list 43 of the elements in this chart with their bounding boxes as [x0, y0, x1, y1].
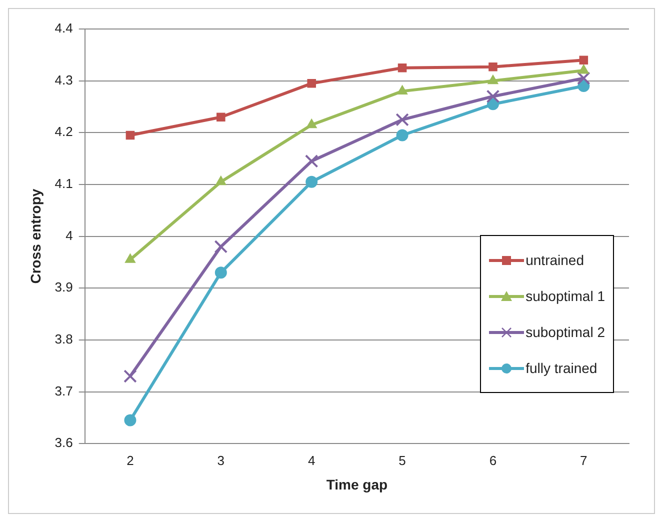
point: [397, 85, 408, 94]
point: [488, 74, 498, 84]
legend-label: untrained: [526, 252, 584, 268]
point: [126, 130, 135, 140]
x-tick-label: 3: [217, 452, 225, 468]
x-tick-label: 7: [580, 452, 588, 468]
point: [214, 266, 227, 279]
point: [577, 72, 590, 85]
point: [216, 176, 226, 186]
y-axis-title: Cross entropy: [27, 188, 44, 284]
x-tick-label: 2: [126, 452, 134, 468]
y-tick-label: 4.3: [54, 72, 73, 88]
point: [124, 370, 137, 383]
point: [216, 112, 226, 122]
point: [486, 90, 500, 104]
y-tick-label: 4.4: [54, 20, 73, 36]
legend-label: suboptimal 2: [526, 324, 605, 340]
point: [396, 129, 408, 142]
y-tick-label: 4: [66, 228, 73, 243]
y-tick-label: 3.7: [54, 383, 73, 398]
x-axis-title: Time gap: [326, 476, 388, 492]
point: [304, 154, 318, 168]
point: [398, 63, 407, 72]
point: [578, 64, 589, 74]
point: [214, 240, 228, 254]
x-tick-label: 6: [489, 452, 497, 468]
x-tick-label: 4: [308, 452, 316, 468]
point: [306, 176, 318, 188]
point: [307, 79, 316, 88]
legend-label: fully trained: [526, 360, 598, 376]
x-tick-label: 5: [398, 452, 406, 468]
point: [396, 113, 409, 126]
point: [488, 62, 498, 72]
point: [306, 118, 317, 128]
point: [124, 414, 136, 426]
point: [579, 56, 588, 64]
y-tick-label: 3.6: [54, 435, 73, 450]
y-tick-label: 3.8: [54, 332, 73, 347]
y-tick-label: 3.9: [54, 280, 73, 295]
point: [124, 254, 136, 263]
y-tick-label: 4.2: [54, 124, 73, 140]
legend-label: suboptimal 1: [526, 288, 605, 304]
y-tick-label: 4.1: [54, 176, 73, 192]
